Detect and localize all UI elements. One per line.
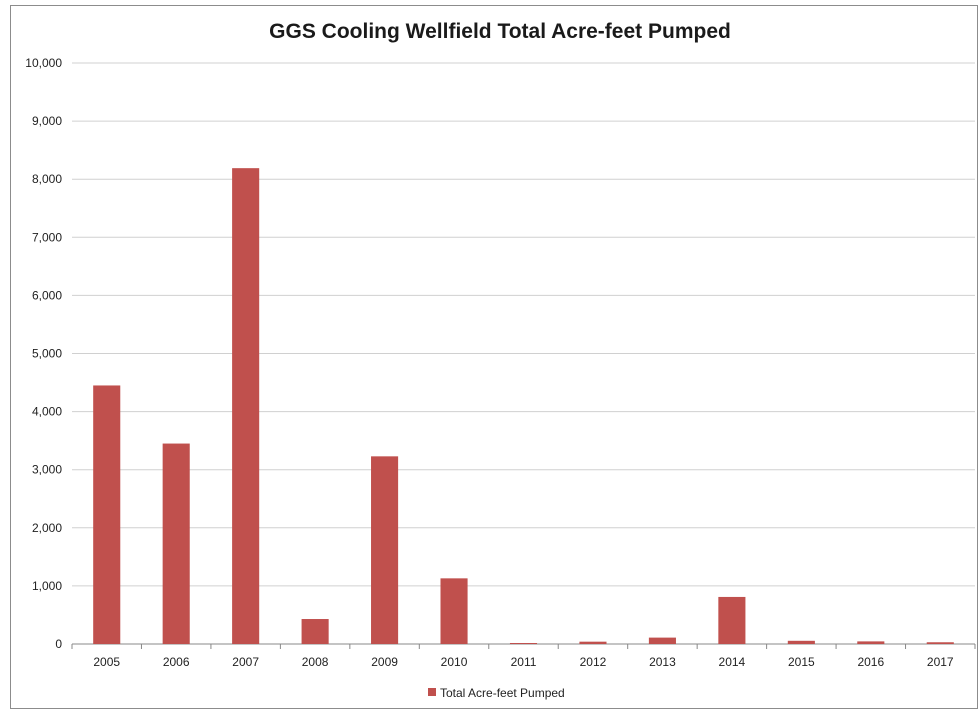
y-tick-label: 3,000 — [32, 463, 62, 477]
y-tick-label: 0 — [55, 637, 62, 651]
x-tick-label: 2013 — [649, 655, 676, 669]
y-tick-label: 10,000 — [25, 56, 62, 70]
x-tick-label: 2012 — [580, 655, 607, 669]
x-tick-label: 2014 — [719, 655, 746, 669]
bar-2017 — [926, 642, 954, 644]
y-tick-label: 1,000 — [32, 579, 62, 593]
bar-2013 — [648, 637, 676, 644]
legend-label: Total Acre-feet Pumped — [440, 686, 565, 700]
chart-title: GGS Cooling Wellfield Total Acre-feet Pu… — [269, 20, 731, 43]
legend: Total Acre-feet Pumped — [428, 686, 565, 700]
y-tick-label: 6,000 — [32, 288, 62, 302]
y-axis-ticks: 0 1,000 2,000 3,000 4,000 5,000 6,000 7,000 8,00… — [25, 56, 62, 651]
x-tick-label: 2010 — [441, 655, 468, 669]
x-tick-label: 2015 — [788, 655, 815, 669]
bar-2014 — [718, 596, 746, 644]
bar-2015 — [787, 640, 815, 644]
x-tick-label: 2007 — [232, 655, 259, 669]
bar-2005 — [93, 385, 121, 644]
x-axis-ticks: 2005 2006 2007 2008 2009 2010 2011 2012 2013 2014… — [71, 644, 976, 669]
gridlines — [72, 62, 975, 645]
y-tick-label: 8,000 — [32, 172, 62, 186]
bar-2008 — [301, 619, 329, 644]
x-tick-label: 2017 — [927, 655, 954, 669]
x-tick-label: 2009 — [371, 655, 398, 669]
bar-2011 — [509, 643, 538, 644]
bars — [93, 168, 954, 644]
legend-swatch — [428, 688, 436, 696]
x-tick-label: 2006 — [163, 655, 190, 669]
y-tick-label: 9,000 — [32, 114, 62, 128]
bar-2007 — [232, 168, 260, 644]
y-tick-label: 4,000 — [32, 405, 62, 419]
bar-2016 — [857, 641, 885, 644]
x-tick-label: 2016 — [857, 655, 884, 669]
x-tick-label: 2008 — [302, 655, 329, 669]
y-tick-label: 7,000 — [32, 230, 62, 244]
y-tick-label: 5,000 — [32, 347, 62, 361]
x-tick-label: 2011 — [511, 655, 537, 669]
bar-2012 — [579, 641, 607, 644]
bar-2009 — [371, 456, 399, 644]
y-tick-label: 2,000 — [32, 521, 62, 535]
bar-2010 — [440, 578, 468, 644]
x-tick-label: 2005 — [93, 655, 120, 669]
bar-2006 — [162, 443, 190, 644]
